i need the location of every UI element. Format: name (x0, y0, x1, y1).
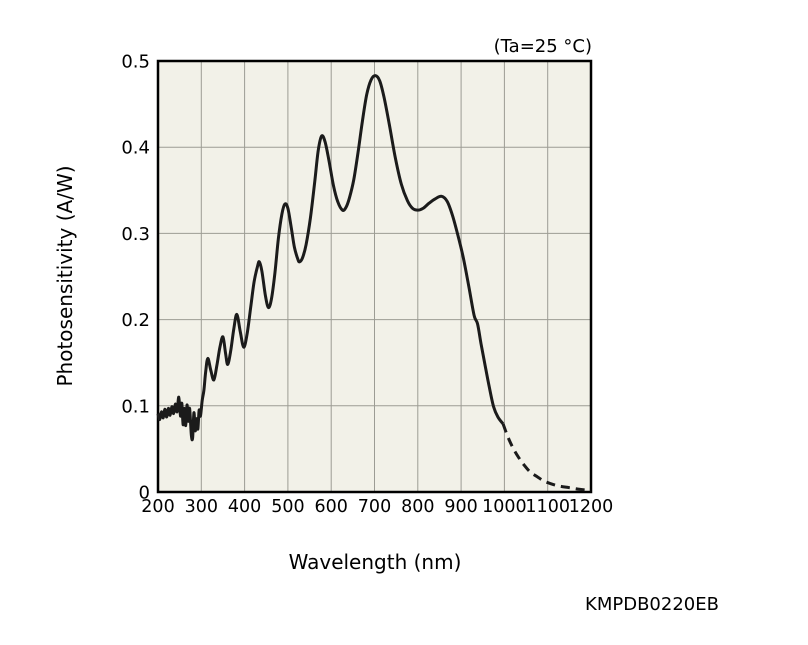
x-tick-label: 700 (358, 497, 391, 517)
curve-solid (156, 74, 505, 442)
x-tick-label: 1100 (525, 497, 570, 517)
y-tick-label: 0.3 (121, 224, 150, 245)
document-code: KMPDB0220EB (585, 594, 719, 615)
photosensitivity-curve (156, 74, 592, 492)
y-tick-label: 0.1 (121, 396, 150, 417)
y-tick-label: 0.2 (121, 310, 150, 331)
x-tick-label: 500 (271, 497, 304, 517)
x-tick-label: 1200 (569, 497, 614, 517)
x-tick-label: 900 (444, 497, 477, 517)
x-tick-label: 200 (141, 497, 174, 517)
condition-annotation: (Ta=25 °C) (494, 36, 592, 57)
y-axis-title: Photosensitivity (A/W) (53, 165, 77, 386)
y-tick-label: 0.4 (121, 138, 150, 159)
plot-frame (156, 59, 593, 494)
y-tick-label: 0.5 (121, 52, 150, 73)
x-tick-label: 1000 (482, 497, 527, 517)
x-tick-label: 600 (314, 497, 347, 517)
x-tick-label: 300 (185, 497, 218, 517)
grid-lines (158, 61, 591, 492)
y-axis-tick-labels: 0 0.1 0.2 0.3 0.4 0.5 (121, 52, 150, 504)
x-axis-title: Wavelength (nm) (289, 550, 462, 574)
curve-dashed (501, 423, 592, 492)
x-tick-label: 800 (401, 497, 434, 517)
x-tick-label: 400 (228, 497, 261, 517)
y-tick-label: 0 (139, 483, 150, 504)
